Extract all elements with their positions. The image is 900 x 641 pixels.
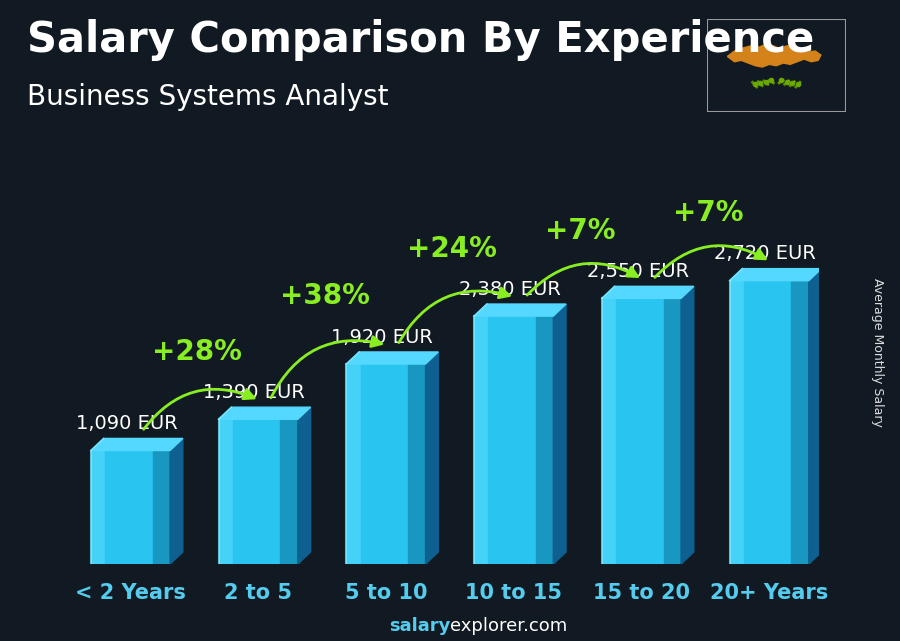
- Text: +7%: +7%: [544, 217, 616, 245]
- Polygon shape: [91, 451, 105, 564]
- Polygon shape: [91, 438, 183, 451]
- Text: 15 to 20: 15 to 20: [593, 583, 690, 603]
- Text: Business Systems Analyst: Business Systems Analyst: [27, 83, 389, 112]
- Text: 10 to 15: 10 to 15: [465, 583, 562, 603]
- Polygon shape: [474, 316, 489, 564]
- Polygon shape: [361, 364, 408, 564]
- Text: 2,720 EUR: 2,720 EUR: [715, 244, 816, 263]
- Polygon shape: [153, 451, 170, 564]
- Polygon shape: [536, 316, 554, 564]
- Polygon shape: [727, 44, 821, 67]
- Text: salary: salary: [389, 617, 450, 635]
- Polygon shape: [233, 419, 281, 564]
- Text: +7%: +7%: [672, 199, 743, 227]
- Text: 2 to 5: 2 to 5: [224, 583, 292, 603]
- Polygon shape: [809, 269, 822, 564]
- Text: 1,390 EUR: 1,390 EUR: [203, 383, 305, 402]
- Polygon shape: [408, 364, 426, 564]
- Text: +38%: +38%: [280, 283, 370, 310]
- Polygon shape: [105, 451, 153, 564]
- Text: 2,550 EUR: 2,550 EUR: [587, 262, 688, 281]
- Polygon shape: [730, 281, 743, 564]
- Polygon shape: [426, 352, 438, 564]
- Text: explorer.com: explorer.com: [450, 617, 567, 635]
- Polygon shape: [489, 316, 536, 564]
- Polygon shape: [554, 304, 566, 564]
- Text: 20+ Years: 20+ Years: [710, 583, 828, 603]
- Text: +28%: +28%: [152, 338, 242, 366]
- Polygon shape: [170, 438, 183, 564]
- Text: 1,090 EUR: 1,090 EUR: [76, 414, 177, 433]
- Polygon shape: [602, 287, 694, 299]
- Polygon shape: [346, 352, 438, 364]
- Polygon shape: [474, 304, 566, 316]
- Polygon shape: [663, 299, 681, 564]
- Polygon shape: [791, 281, 809, 564]
- Polygon shape: [219, 419, 233, 564]
- Polygon shape: [616, 299, 663, 564]
- Polygon shape: [298, 407, 310, 564]
- Text: Salary Comparison By Experience: Salary Comparison By Experience: [27, 19, 814, 62]
- Text: < 2 Years: < 2 Years: [75, 583, 186, 603]
- Polygon shape: [346, 364, 361, 564]
- Polygon shape: [681, 287, 694, 564]
- Text: 2,380 EUR: 2,380 EUR: [459, 280, 561, 299]
- Polygon shape: [281, 419, 298, 564]
- Polygon shape: [219, 407, 310, 419]
- Polygon shape: [602, 299, 616, 564]
- Text: +24%: +24%: [408, 235, 498, 263]
- Polygon shape: [743, 281, 791, 564]
- Text: 1,920 EUR: 1,920 EUR: [331, 328, 433, 347]
- Text: 5 to 10: 5 to 10: [345, 583, 427, 603]
- Text: Average Monthly Salary: Average Monthly Salary: [871, 278, 884, 427]
- Polygon shape: [730, 269, 822, 281]
